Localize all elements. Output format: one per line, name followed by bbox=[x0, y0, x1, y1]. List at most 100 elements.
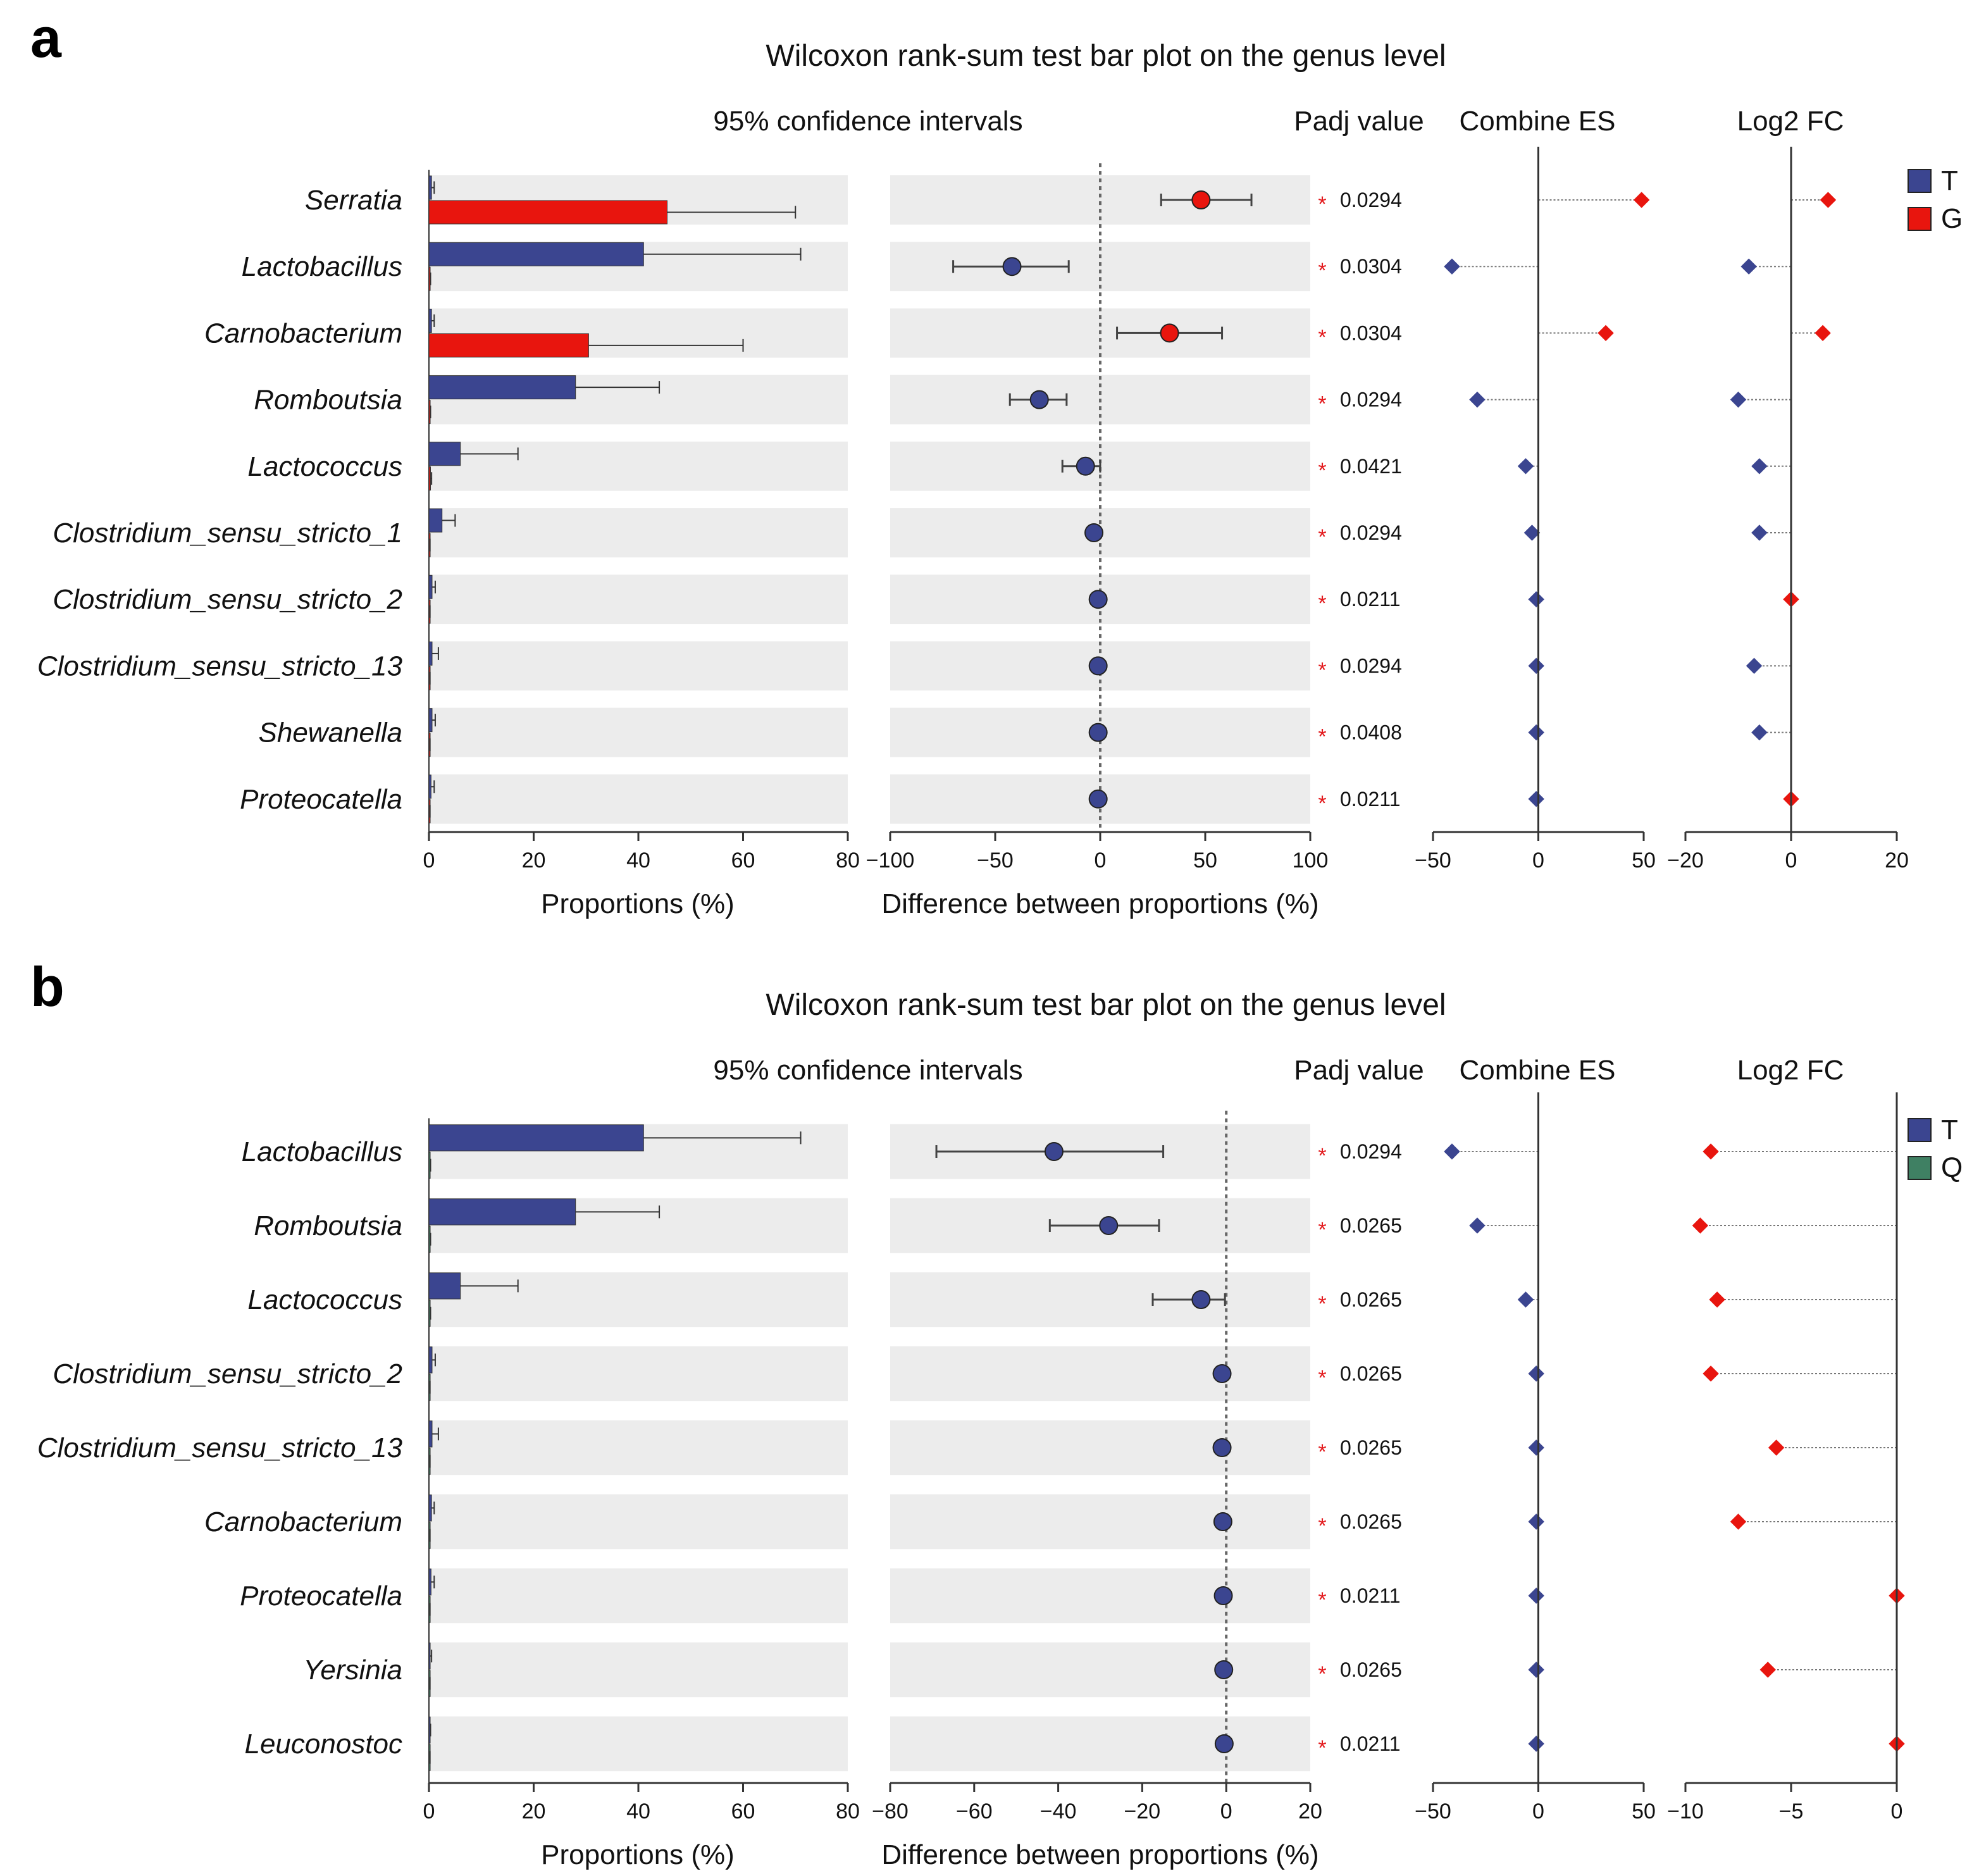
fc-marker bbox=[1746, 657, 1763, 674]
padj-value: 0.0265 bbox=[1340, 1288, 1402, 1311]
significance-star: * bbox=[1318, 1440, 1326, 1464]
difference-point bbox=[1212, 1438, 1232, 1457]
es-marker bbox=[1528, 1587, 1544, 1604]
difference-point bbox=[1044, 1142, 1064, 1161]
legend-swatch bbox=[1908, 1118, 1932, 1142]
difference-tick-label: −50 bbox=[977, 848, 1014, 873]
proportion-bar bbox=[428, 641, 433, 666]
combine-es-tick-label: 0 bbox=[1532, 848, 1544, 873]
proportion-bar bbox=[428, 1272, 461, 1300]
row-band bbox=[429, 1494, 848, 1550]
padj-header: Padj value bbox=[1294, 1055, 1424, 1086]
difference-tick-label: 100 bbox=[1293, 848, 1329, 873]
proportion-bar bbox=[428, 442, 461, 466]
es-marker bbox=[1469, 1217, 1486, 1234]
difference-point bbox=[1191, 1290, 1211, 1309]
row-band bbox=[429, 441, 848, 491]
padj-value: 0.0304 bbox=[1340, 321, 1402, 344]
padj-value: 0.0265 bbox=[1340, 1436, 1402, 1459]
es-marker bbox=[1528, 1662, 1544, 1678]
es-marker bbox=[1528, 724, 1544, 741]
combine-es-header: Combine ES bbox=[1459, 1055, 1615, 1086]
legend-swatch bbox=[1908, 1156, 1932, 1180]
genus-label: Proteocatella bbox=[240, 784, 402, 815]
proportion-bar bbox=[428, 774, 431, 799]
proportion-bar bbox=[428, 175, 432, 200]
proportion-bar bbox=[428, 1346, 433, 1374]
es-marker bbox=[1633, 192, 1650, 208]
genus-label: Romboutsia bbox=[254, 385, 402, 416]
significance-star: * bbox=[1318, 1144, 1326, 1168]
difference-point bbox=[1213, 1586, 1233, 1605]
combine-es-tick-label: −50 bbox=[1415, 848, 1451, 873]
fc-marker bbox=[1740, 258, 1757, 275]
padj-header: Padj value bbox=[1294, 106, 1424, 137]
log2fc-tick-label: 0 bbox=[1785, 848, 1797, 873]
es-marker bbox=[1444, 258, 1460, 275]
panel-label: a bbox=[30, 6, 62, 69]
log2fc-tick-label: −20 bbox=[1667, 848, 1704, 873]
proportions-tick-label: 0 bbox=[423, 1799, 435, 1823]
proportion-bar bbox=[428, 575, 433, 599]
difference-point bbox=[1088, 789, 1108, 809]
fc-marker bbox=[1768, 1439, 1785, 1456]
proportions-axis-label: Proportions (%) bbox=[541, 1839, 735, 1870]
genus-label: Clostridium_sensu_stricto_13 bbox=[37, 650, 403, 681]
row-band bbox=[429, 774, 848, 824]
proportion-bar bbox=[428, 1420, 433, 1448]
row-band bbox=[429, 641, 848, 691]
difference-axis-label: Difference between proportions (%) bbox=[881, 888, 1318, 919]
es-marker bbox=[1517, 458, 1534, 475]
proportions-tick-label: 60 bbox=[731, 848, 755, 873]
row-band bbox=[429, 1346, 848, 1401]
difference-axis-label: Difference between proportions (%) bbox=[881, 1839, 1318, 1870]
difference-point bbox=[1212, 1364, 1232, 1383]
significance-star: * bbox=[1318, 792, 1326, 816]
padj-value: 0.0294 bbox=[1340, 521, 1402, 544]
difference-tick-label: 50 bbox=[1193, 848, 1217, 873]
padj-value: 0.0294 bbox=[1340, 654, 1402, 677]
proportions-tick-label: 0 bbox=[423, 848, 435, 873]
genus-label: Proteocatella bbox=[240, 1581, 402, 1612]
row-band bbox=[429, 1716, 848, 1772]
significance-star: * bbox=[1318, 1366, 1326, 1390]
difference-tick-label: −60 bbox=[956, 1799, 993, 1823]
proportion-bar bbox=[428, 1124, 644, 1152]
difference-tick-label: −80 bbox=[872, 1799, 909, 1823]
proportion-bar bbox=[428, 308, 432, 333]
proportion-bar bbox=[428, 466, 431, 491]
genus-label: Clostridium_sensu_stricto_2 bbox=[53, 584, 402, 615]
difference-point bbox=[1191, 190, 1211, 209]
genus-label: Lactobacillus bbox=[242, 1136, 402, 1167]
proportion-bar bbox=[428, 708, 433, 733]
proportion-bar bbox=[428, 1643, 431, 1670]
difference-tick-label: 20 bbox=[1298, 1799, 1322, 1823]
difference-tick-label: −40 bbox=[1040, 1799, 1077, 1823]
chart-title: Wilcoxon rank-sum test bar plot on the g… bbox=[766, 39, 1446, 73]
difference-point bbox=[1084, 523, 1104, 542]
proportion-bar bbox=[428, 375, 576, 400]
proportions-tick-label: 80 bbox=[836, 848, 860, 873]
genus-label: Lactobacillus bbox=[242, 251, 402, 282]
padj-value: 0.0211 bbox=[1340, 1584, 1401, 1607]
proportions-tick-label: 40 bbox=[626, 848, 650, 873]
row-band bbox=[890, 1346, 1310, 1401]
proportion-bar bbox=[428, 242, 644, 266]
fc-marker bbox=[1751, 458, 1768, 475]
difference-point bbox=[1088, 656, 1108, 676]
padj-value: 0.0265 bbox=[1340, 1214, 1402, 1237]
proportions-tick-label: 20 bbox=[522, 848, 546, 873]
fc-marker bbox=[1703, 1143, 1719, 1160]
significance-star: * bbox=[1318, 658, 1326, 682]
padj-value: 0.0211 bbox=[1340, 788, 1401, 811]
row-band bbox=[429, 1568, 848, 1624]
es-marker bbox=[1469, 391, 1486, 408]
row-band bbox=[429, 1272, 848, 1327]
genus-label: Romboutsia bbox=[254, 1210, 402, 1241]
log2fc-header: Log2 FC bbox=[1737, 106, 1844, 137]
combine-es-tick-label: 50 bbox=[1632, 848, 1656, 873]
genus-label: Clostridium_sensu_stricto_1 bbox=[53, 518, 402, 549]
legend-swatch bbox=[1908, 207, 1932, 231]
legend-label: T bbox=[1941, 165, 1958, 196]
